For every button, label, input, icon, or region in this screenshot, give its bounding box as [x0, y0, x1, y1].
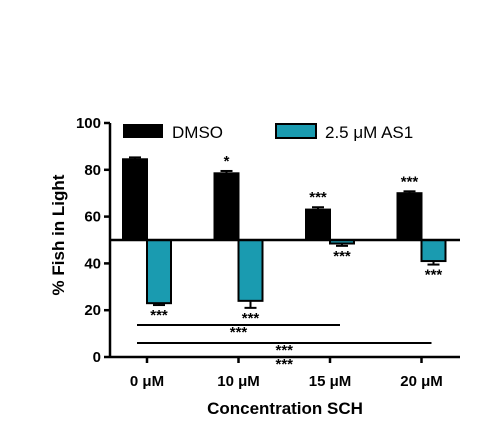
comparison-label: ***: [275, 356, 293, 373]
y-tick-label: 60: [84, 209, 101, 226]
bar: [146, 239, 172, 305]
x-tick-label: 10 μM: [217, 373, 260, 390]
bar: [420, 239, 447, 263]
y-axis-label: % Fish in Light: [49, 174, 68, 295]
x-ticks-group: 0 μM 10 μM 15 μM 20 μM: [130, 357, 443, 390]
comparison-label: ***: [275, 342, 293, 359]
y-tick-label: 100: [76, 115, 101, 132]
significance-label: ***: [401, 173, 419, 190]
comparison-label: ***: [230, 324, 248, 341]
x-tick-label: 20 μM: [400, 373, 443, 390]
significance-label: ***: [150, 307, 168, 324]
y-tick-label: 0: [93, 349, 101, 366]
significance-label: ***: [309, 189, 327, 206]
significance-label: ***: [333, 248, 351, 265]
x-axis-label: Concentration SCH: [207, 399, 363, 418]
bar: [396, 192, 423, 241]
comparison-lines-group: *********: [137, 324, 432, 373]
y-tick-label: 20: [84, 302, 101, 319]
bars-group: [122, 156, 447, 309]
legend-swatch-dmso: [123, 124, 163, 138]
legend-swatch-as1: [275, 123, 317, 139]
legend: DMSO 2.5 μM AS1: [123, 123, 413, 142]
bar: [213, 172, 240, 241]
significance-group: *******************: [150, 153, 442, 327]
legend-label-as1: 2.5 μM AS1: [325, 123, 413, 142]
bar: [305, 208, 331, 242]
x-tick-label: 15 μM: [309, 373, 352, 390]
x-tick-label: 0 μM: [130, 373, 164, 390]
y-tick-label: 80: [84, 162, 101, 179]
y-ticks-group: 0 20 40 60 80 100: [76, 115, 110, 366]
significance-label: ***: [242, 310, 260, 327]
bar: [122, 158, 148, 242]
significance-label: ***: [425, 267, 443, 284]
significance-label: *: [224, 153, 230, 170]
bar: [237, 239, 264, 302]
y-tick-label: 40: [84, 255, 101, 272]
legend-label-dmso: DMSO: [172, 123, 223, 142]
